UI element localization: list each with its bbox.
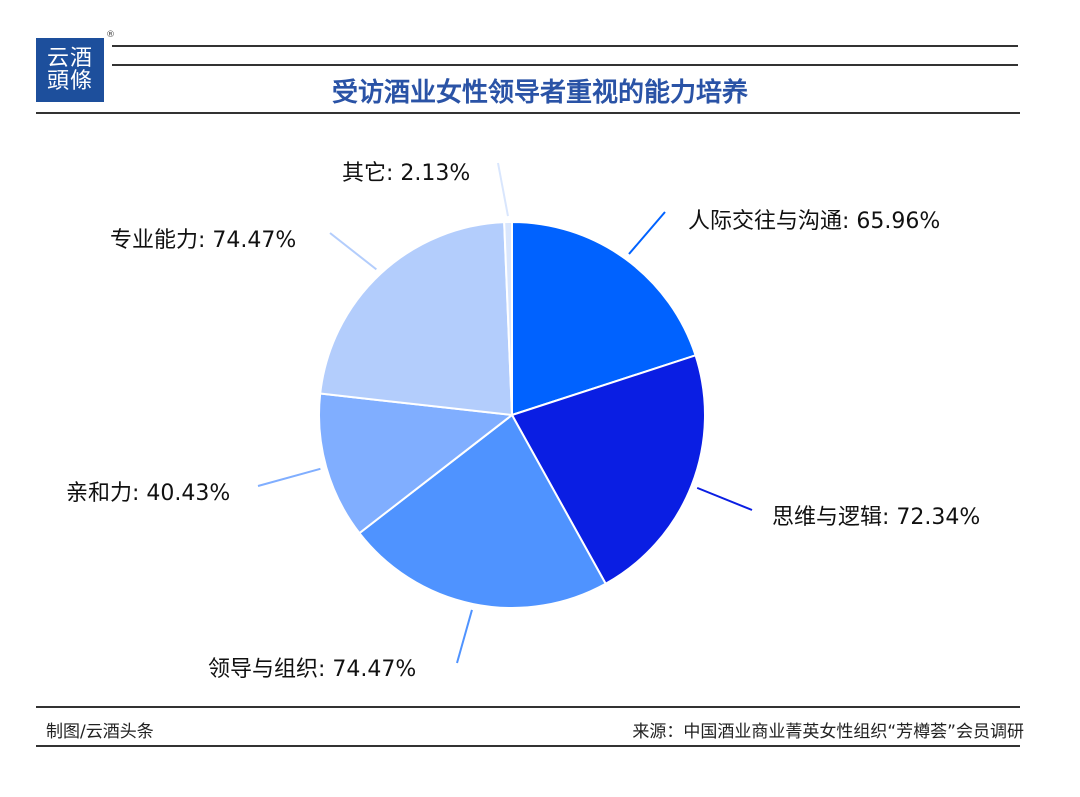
leader-line-0: [628, 211, 666, 255]
registered-mark: ®: [106, 30, 115, 40]
chart-source: 来源：中国酒业商业菁英女性组织“芳樽荟”会员调研: [632, 722, 1024, 742]
leader-line-4: [329, 232, 377, 271]
pie-slice-5: [503, 220, 513, 416]
header-rule-bottom: [36, 112, 1020, 114]
leader-line-2: [456, 609, 473, 664]
header-rule-top: [112, 45, 1018, 47]
slice-label-2: 领导与组织: 74.47%: [208, 657, 416, 682]
slice-label-3: 亲和力: 40.43%: [66, 481, 230, 506]
logo-line-2: 頭條: [46, 69, 93, 94]
leader-line-3: [257, 467, 321, 487]
logo: 云酒 頭條: [36, 38, 104, 102]
pie-slice-1: [510, 354, 706, 586]
pie-slice-2: [357, 413, 608, 609]
leader-line-5: [497, 162, 509, 217]
pie-labels: 人际交往与沟通: 65.96% 思维与逻辑: 72.34% 领导与组织: 74.47…: [66, 161, 980, 682]
chart-credit: 制图/云酒头条: [46, 722, 154, 742]
slice-label-5: 其它: 2.13%: [342, 161, 470, 186]
pie-leader-lines: [257, 162, 753, 664]
slice-label-4: 专业能力: 74.47%: [110, 228, 296, 253]
pie-slice-3: [318, 392, 515, 535]
slice-label-1: 思维与逻辑: 72.34%: [772, 505, 980, 530]
header-rule-mid: [112, 64, 1018, 66]
leader-line-1: [696, 486, 753, 511]
pie-slice-0: [511, 220, 697, 417]
pie-slices: [318, 220, 706, 609]
pie-slice-4: [319, 221, 514, 417]
chart-title: 受访酒业女性领导者重视的能力培养: [331, 78, 748, 108]
logo-line-1: 云酒: [46, 45, 93, 71]
footer-rule-bottom: [36, 745, 1020, 747]
slice-label-0: 人际交往与沟通: 65.96%: [688, 209, 940, 234]
footer-rule-top: [36, 706, 1020, 708]
